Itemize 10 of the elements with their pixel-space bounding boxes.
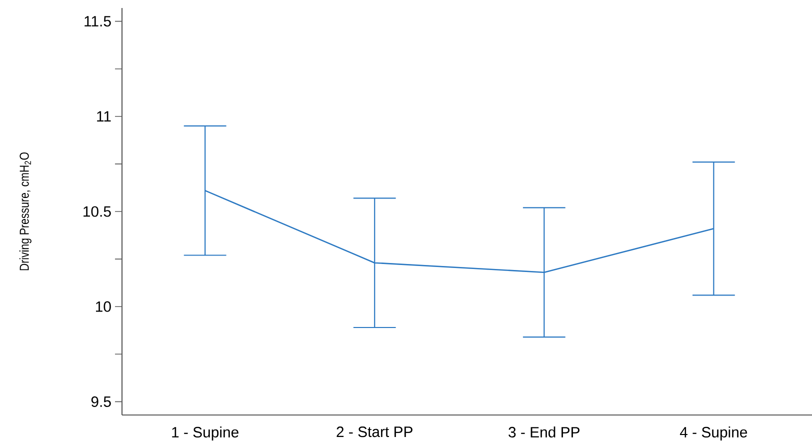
x-tick-label: 2 - Start PP: [336, 426, 412, 438]
y-tick-label: 11.5: [84, 16, 111, 27]
x-tick-label: 4 - Supine: [680, 426, 748, 440]
y-tick-label: 10: [96, 301, 111, 312]
y-tick-label: 9.5: [91, 396, 111, 407]
x-tick-label: 3 - End PP: [508, 426, 580, 438]
y-tick-label: 11: [97, 111, 111, 122]
x-tick-label: 1 - Supine: [172, 426, 238, 440]
y-tick-label: 10.5: [84, 206, 111, 217]
y-axis-title: Driving Pressure, cmH$_{2}$O: [19, 152, 32, 270]
